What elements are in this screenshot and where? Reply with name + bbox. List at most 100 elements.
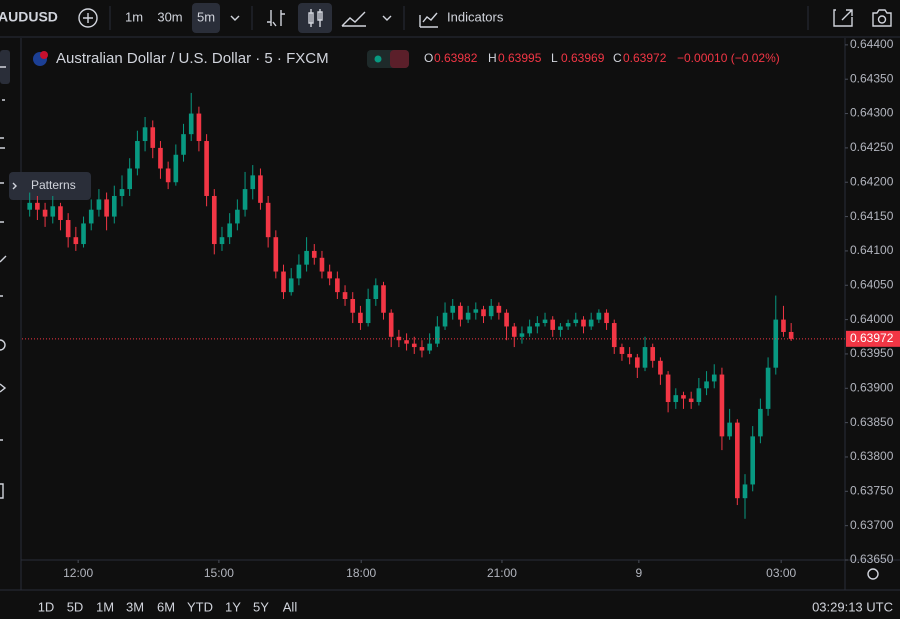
candle-style-button[interactable] — [308, 9, 323, 27]
candle-body — [665, 374, 671, 403]
x-tick-label: 12:00 — [63, 566, 93, 580]
add-symbol-button[interactable] — [78, 8, 98, 28]
y-tick-label: 0.64050 — [850, 277, 894, 291]
candle-body — [788, 331, 794, 339]
range-button[interactable]: 1M — [96, 599, 114, 614]
area-style-button[interactable] — [341, 11, 366, 27]
market-status — [374, 55, 382, 63]
candle-body — [727, 422, 732, 437]
candle-body — [619, 347, 625, 354]
symbol[interactable]: AUDUSD — [0, 9, 58, 25]
range-button[interactable]: 1Y — [225, 599, 241, 614]
candle-body — [127, 168, 132, 190]
candle-body — [88, 209, 94, 224]
candle-body — [381, 285, 386, 313]
candle-body — [681, 395, 686, 399]
candle-body — [265, 202, 271, 238]
range-button[interactable]: 5D — [67, 599, 84, 614]
candle-body — [73, 237, 79, 245]
candle-body — [42, 209, 48, 217]
y-tick-label: 0.63850 — [850, 415, 894, 429]
candle-body — [465, 312, 471, 320]
candle-body — [50, 206, 56, 217]
interval-button[interactable]: 30m — [157, 9, 182, 24]
clock: 03:29:13 UTC — [812, 599, 893, 614]
candle-body — [365, 299, 371, 324]
candle-body — [396, 336, 402, 341]
plot-area — [27, 92, 794, 519]
candle-body — [588, 319, 594, 327]
candle-body — [481, 309, 486, 317]
add-icon — [83, 13, 93, 23]
y-tick-label: 0.64300 — [850, 106, 894, 120]
range-button[interactable]: 6M — [157, 599, 175, 614]
chart-legend: Australian Dollar / U.S. Dollar · 5 · FX… — [33, 50, 409, 68]
candle-body — [81, 223, 86, 245]
y-tick-label: 0.63650 — [850, 552, 894, 566]
candle-body — [250, 175, 256, 190]
range-button[interactable]: 5Y — [253, 599, 269, 614]
candle-body — [188, 113, 194, 135]
candle-body — [150, 127, 156, 148]
ohlc-letter: H — [488, 51, 497, 65]
range-button[interactable]: 1D — [38, 599, 55, 614]
candle-body — [258, 175, 263, 203]
candle-body — [765, 367, 771, 409]
fullscreen-button[interactable] — [833, 9, 853, 27]
ohlc-letter: L — [551, 51, 558, 65]
candle-body — [435, 326, 440, 344]
candle-body — [742, 484, 748, 499]
candle-body — [165, 168, 171, 183]
range-button[interactable]: 3M — [126, 599, 144, 614]
drawing-tool-icons[interactable] — [0, 66, 7, 499]
candle-body — [650, 347, 656, 361]
x-tick-label: 15:00 — [204, 566, 234, 580]
candle-body — [527, 326, 532, 334]
interval-button[interactable]: 1m — [125, 9, 143, 24]
interval-button[interactable]: 5m — [197, 9, 215, 24]
indicators-button[interactable]: Indicators — [447, 9, 504, 24]
candle-body — [535, 323, 540, 327]
candle-body — [719, 374, 725, 437]
candle-body — [373, 285, 379, 299]
candle-body — [750, 436, 756, 485]
top-toolbar: AUDUSD 1m 30m 5m Indicators — [0, 3, 900, 38]
bar-style-button[interactable] — [267, 10, 285, 27]
last-price-box — [846, 330, 900, 347]
status-pill-red — [390, 50, 409, 68]
y-tick-label: 0.64100 — [850, 243, 894, 257]
ohlc-value: 0.63982 — [434, 51, 478, 65]
candle-body — [627, 353, 632, 358]
candle-body — [288, 278, 294, 293]
candle-body — [335, 278, 340, 293]
candle-body — [473, 309, 479, 313]
indicators-icon — [419, 12, 438, 28]
settings-button[interactable] — [867, 568, 879, 580]
candle-body — [319, 257, 325, 272]
candle-body — [673, 395, 679, 403]
candle-body — [658, 360, 663, 375]
candle-body — [96, 199, 102, 210]
x-tick-label: 21:00 — [487, 566, 517, 580]
snapshot-button[interactable] — [872, 9, 892, 27]
range-button[interactable]: All — [283, 599, 298, 614]
candle-body — [227, 223, 232, 238]
candle-body — [304, 250, 309, 265]
x-tick-label: 03:00 — [766, 566, 796, 580]
interval-dropdown[interactable] — [230, 15, 240, 21]
flag-icon-us — [40, 51, 48, 59]
range-button[interactable]: YTD — [187, 599, 213, 614]
active-chart-type-bg — [298, 3, 332, 33]
candle-body — [411, 343, 417, 348]
candle-body — [635, 357, 640, 368]
snapshot-lens — [877, 15, 887, 24]
candle-body — [642, 347, 648, 368]
chart-type-dropdown[interactable] — [382, 15, 392, 21]
candle-body — [296, 264, 302, 279]
candle-body — [181, 134, 186, 155]
last-price-label: 0.63972 — [850, 331, 894, 345]
candle-body — [704, 381, 709, 389]
candle-body — [735, 422, 740, 499]
candle-body — [119, 189, 125, 196]
